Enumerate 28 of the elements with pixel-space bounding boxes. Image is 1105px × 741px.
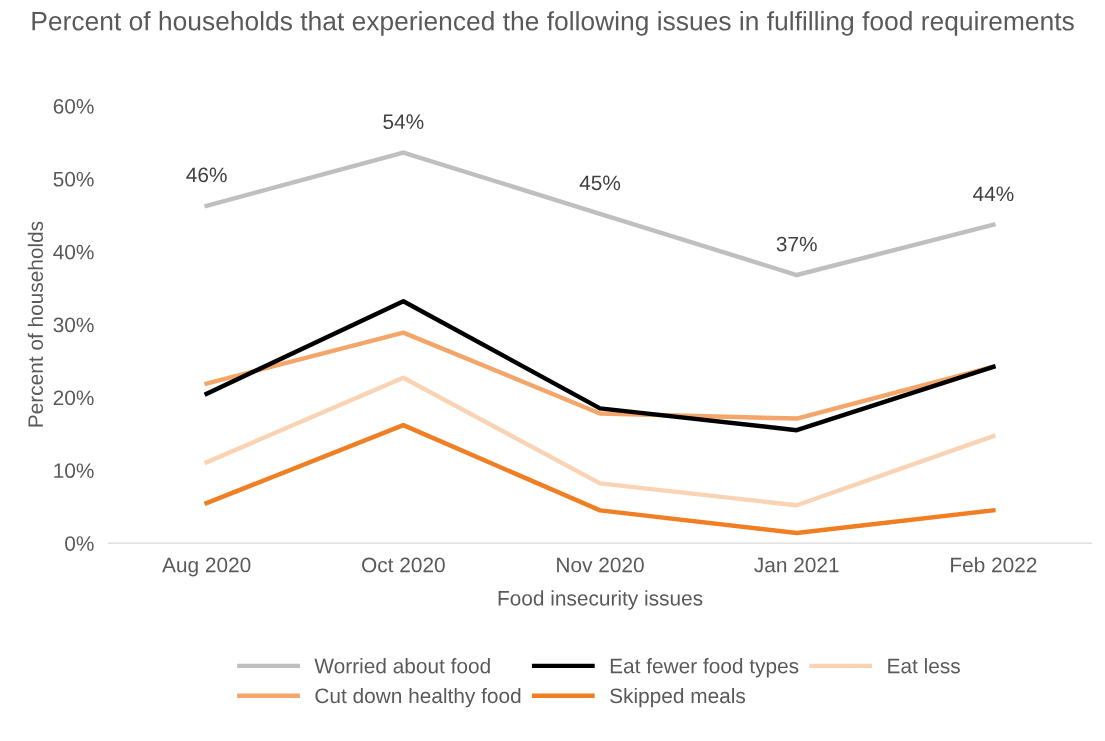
y-axis-title: Percent of households bbox=[27, 221, 44, 427]
x-tick-label: Feb 2022 bbox=[951, 557, 1037, 573]
chart-title: Percent of households that experienced the following issues in fulfilling food requirements bbox=[32, 11, 1074, 36]
legend-label: Worried about food bbox=[314, 658, 490, 674]
x-tick-label: Oct 2020 bbox=[362, 557, 445, 573]
legend-label: Eat less bbox=[888, 658, 960, 674]
x-tick-label: Nov 2020 bbox=[557, 557, 644, 573]
data-label: 54% bbox=[383, 114, 424, 130]
y-tick-label: 50% bbox=[53, 171, 94, 187]
legend-label: Cut down healthy food bbox=[315, 687, 521, 708]
data-label: 45% bbox=[579, 175, 621, 191]
line-series bbox=[204, 375, 996, 508]
x-axis-title: Food insecurity issues bbox=[498, 590, 703, 610]
line-series bbox=[204, 422, 996, 536]
data-label: 44% bbox=[973, 186, 1014, 202]
y-tick-label: 0% bbox=[65, 536, 94, 551]
y-tick-label: 60% bbox=[53, 98, 94, 114]
x-tick-label: Jan 2021 bbox=[754, 557, 839, 573]
data-label: 37% bbox=[776, 236, 817, 252]
legend-label: Eat fewer food types bbox=[610, 658, 799, 678]
data-label: 46% bbox=[186, 167, 227, 183]
y-tick-label: 40% bbox=[53, 244, 94, 260]
y-tick-label: 20% bbox=[53, 390, 94, 406]
x-tick-label: Aug 2020 bbox=[162, 557, 251, 577]
legend-label: Skipped meals bbox=[610, 687, 746, 708]
y-tick-label: 10% bbox=[54, 463, 94, 479]
line-series bbox=[204, 299, 996, 433]
y-tick-label: 30% bbox=[53, 317, 94, 333]
